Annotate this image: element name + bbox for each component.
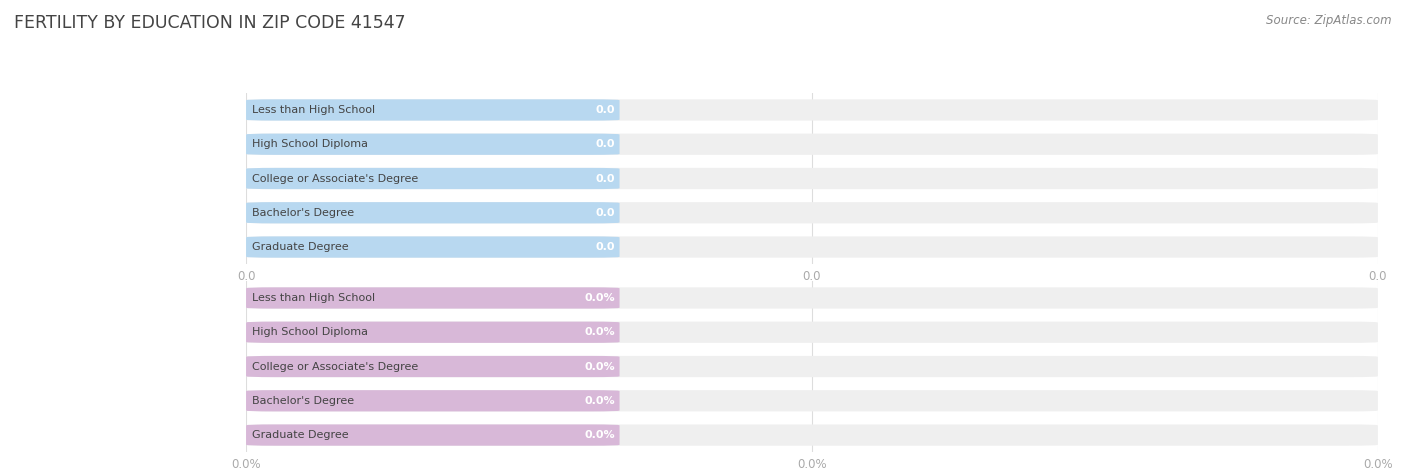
Text: 0.0%: 0.0% — [585, 361, 614, 372]
FancyBboxPatch shape — [246, 390, 1378, 411]
Text: 0.0: 0.0 — [596, 105, 614, 115]
FancyBboxPatch shape — [246, 99, 1378, 120]
FancyBboxPatch shape — [246, 202, 620, 223]
FancyBboxPatch shape — [246, 322, 1378, 343]
Text: Bachelor's Degree: Bachelor's Degree — [252, 396, 354, 406]
FancyBboxPatch shape — [246, 134, 620, 155]
FancyBboxPatch shape — [246, 168, 620, 189]
Text: 0.0: 0.0 — [596, 173, 614, 184]
Text: 0.0: 0.0 — [596, 139, 614, 149]
Text: Less than High School: Less than High School — [252, 105, 375, 115]
FancyBboxPatch shape — [246, 134, 1378, 155]
FancyBboxPatch shape — [246, 288, 1378, 308]
Text: College or Associate's Degree: College or Associate's Degree — [252, 361, 418, 372]
Text: Source: ZipAtlas.com: Source: ZipAtlas.com — [1267, 14, 1392, 27]
FancyBboxPatch shape — [246, 356, 620, 377]
FancyBboxPatch shape — [246, 237, 1378, 258]
FancyBboxPatch shape — [246, 322, 620, 343]
Text: Graduate Degree: Graduate Degree — [252, 430, 349, 440]
FancyBboxPatch shape — [246, 356, 1378, 377]
Text: 0.0%: 0.0% — [585, 327, 614, 337]
FancyBboxPatch shape — [246, 425, 620, 446]
Text: High School Diploma: High School Diploma — [252, 139, 368, 149]
Text: Bachelor's Degree: Bachelor's Degree — [252, 208, 354, 218]
Text: High School Diploma: High School Diploma — [252, 327, 368, 337]
Text: College or Associate's Degree: College or Associate's Degree — [252, 173, 418, 184]
FancyBboxPatch shape — [246, 202, 1378, 223]
Text: Graduate Degree: Graduate Degree — [252, 242, 349, 252]
Text: 0.0: 0.0 — [596, 208, 614, 218]
FancyBboxPatch shape — [246, 237, 620, 258]
FancyBboxPatch shape — [246, 99, 620, 120]
FancyBboxPatch shape — [246, 390, 620, 411]
FancyBboxPatch shape — [246, 425, 1378, 446]
FancyBboxPatch shape — [246, 168, 1378, 189]
Text: 0.0%: 0.0% — [585, 293, 614, 303]
FancyBboxPatch shape — [246, 288, 620, 308]
Text: FERTILITY BY EDUCATION IN ZIP CODE 41547: FERTILITY BY EDUCATION IN ZIP CODE 41547 — [14, 14, 406, 32]
Text: 0.0: 0.0 — [596, 242, 614, 252]
Text: 0.0%: 0.0% — [585, 396, 614, 406]
Text: 0.0%: 0.0% — [585, 430, 614, 440]
Text: Less than High School: Less than High School — [252, 293, 375, 303]
